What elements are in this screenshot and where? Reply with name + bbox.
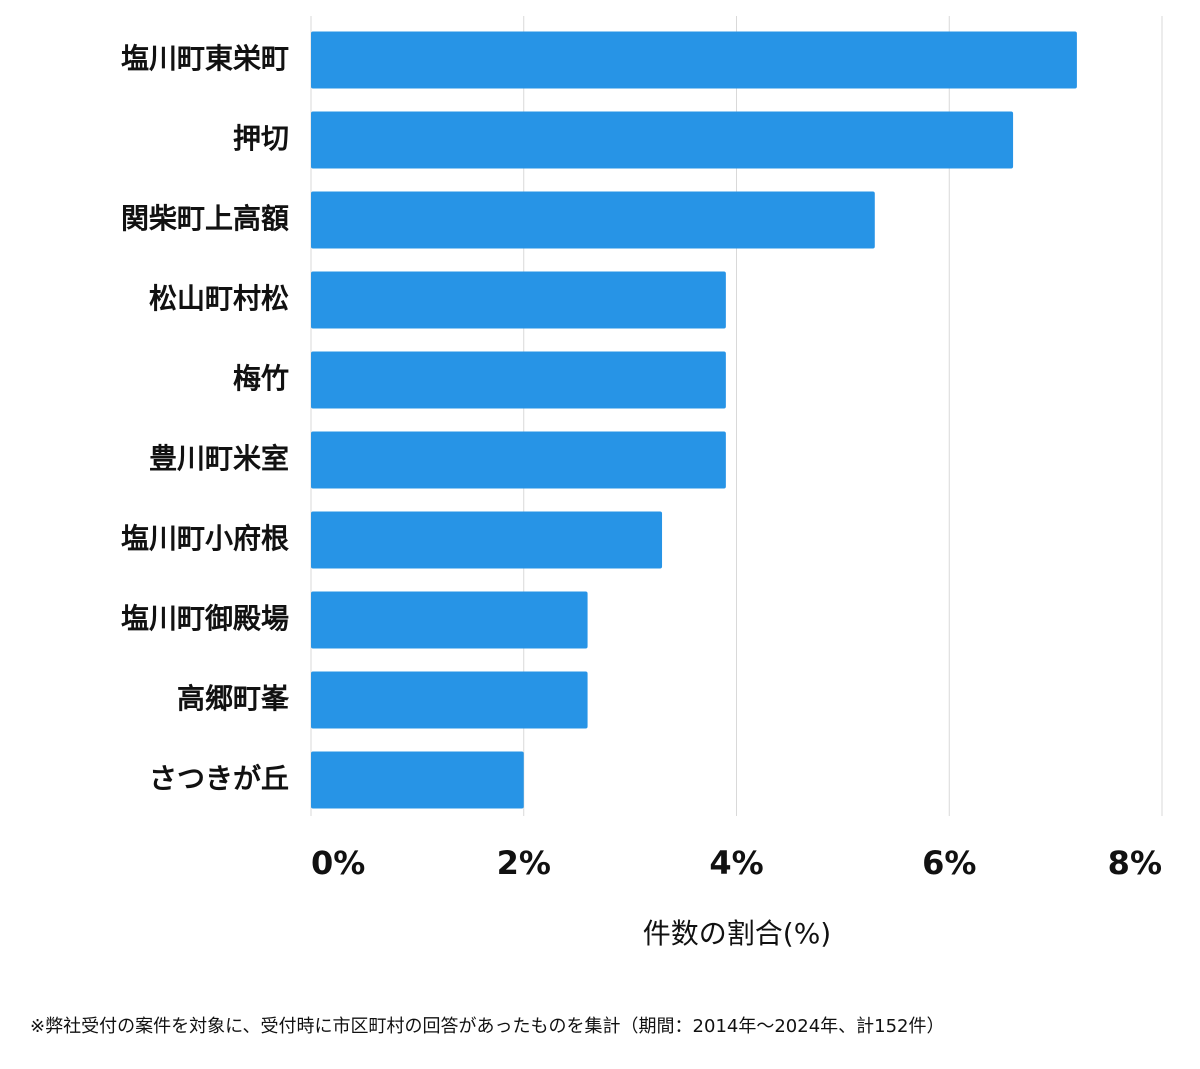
bar: [311, 751, 524, 809]
y-tick-label: 豊川町米室: [149, 442, 289, 475]
bar: [311, 591, 588, 649]
y-tick-label: 梅竹: [233, 362, 289, 395]
footnote: ※弊社受付の案件を対象に、受付時に市区町村の回答があったものを集計（期間：201…: [30, 1016, 945, 1037]
bar: [311, 191, 875, 249]
x-tick-label: 0%: [311, 844, 365, 882]
x-tick-label: 4%: [709, 844, 763, 882]
y-tick-label: 関柴町上高額: [121, 202, 289, 235]
y-tick-label: 塩川町小府根: [121, 522, 289, 555]
y-tick-label: 松山町村松: [149, 282, 289, 315]
bar: [311, 511, 663, 569]
bar: [311, 431, 726, 489]
y-tick-label: 塩川町東栄町: [121, 42, 289, 75]
bar: [311, 31, 1077, 89]
y-tick-label: 押切: [233, 122, 289, 155]
y-tick-label: 塩川町御殿場: [121, 602, 289, 635]
x-tick-label: 6%: [922, 844, 976, 882]
bar: [311, 111, 1014, 169]
y-tick-label: 高郷町峯: [177, 682, 290, 715]
bar: [311, 671, 588, 729]
x-tick-label: 8%: [1108, 844, 1162, 882]
bar: [311, 351, 726, 409]
y-tick-label: さつきが丘: [149, 762, 289, 795]
bar: [311, 271, 726, 329]
x-tick-label: 2%: [497, 844, 551, 882]
x-axis-title: 件数の割合(%): [643, 917, 831, 950]
